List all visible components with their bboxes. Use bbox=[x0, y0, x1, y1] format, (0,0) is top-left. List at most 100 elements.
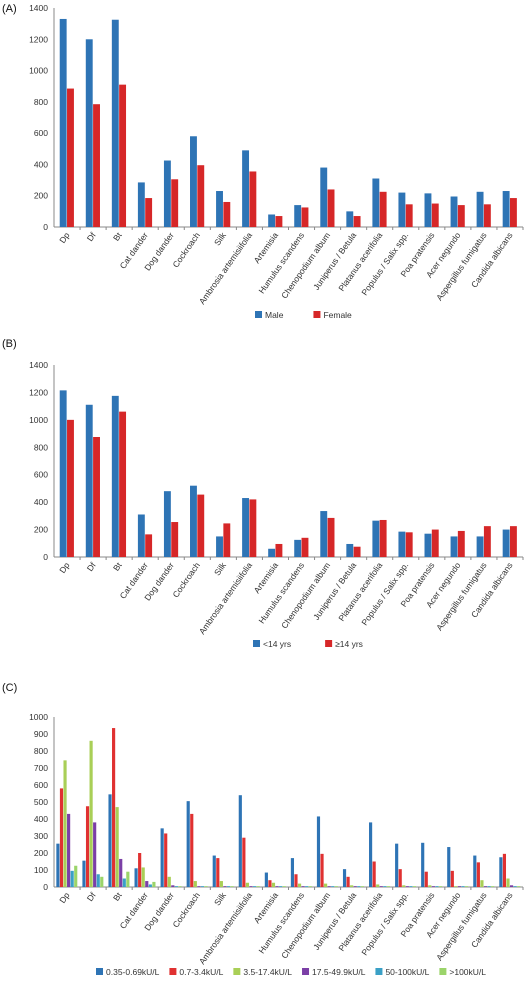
bar bbox=[216, 858, 220, 887]
x-category-label: Df bbox=[85, 560, 98, 573]
bar bbox=[327, 517, 335, 557]
bar bbox=[212, 855, 216, 887]
bar bbox=[334, 886, 338, 887]
y-tick-label: 700 bbox=[34, 763, 48, 773]
y-tick-label: 1200 bbox=[29, 387, 48, 397]
bar bbox=[509, 198, 517, 227]
y-tick-label: 1400 bbox=[29, 360, 48, 370]
bar bbox=[152, 881, 156, 887]
bar bbox=[252, 886, 257, 887]
bar bbox=[386, 886, 390, 887]
bar bbox=[219, 881, 223, 887]
bar bbox=[74, 865, 78, 887]
y-tick-label: 900 bbox=[34, 729, 48, 739]
bar bbox=[320, 167, 328, 227]
bar bbox=[483, 886, 488, 887]
x-category-label: Bt bbox=[111, 560, 124, 573]
bar bbox=[346, 543, 354, 557]
bar bbox=[327, 189, 335, 227]
bar bbox=[324, 883, 328, 887]
panel-label: (B) bbox=[2, 338, 17, 350]
x-category-label: Artemisia bbox=[252, 560, 281, 595]
bar bbox=[398, 869, 402, 887]
bar bbox=[473, 855, 477, 887]
bar bbox=[204, 886, 208, 887]
legend-entry: 0.7-3.4kU/L bbox=[179, 967, 223, 977]
y-tick-label: 0 bbox=[43, 882, 48, 892]
x-category-label: Df bbox=[85, 890, 98, 903]
y-tick-label: 600 bbox=[34, 470, 48, 480]
x-category-label: Dp bbox=[57, 230, 72, 245]
bar bbox=[424, 533, 432, 557]
bar bbox=[275, 543, 283, 557]
bar bbox=[320, 511, 328, 557]
bar bbox=[171, 179, 179, 227]
bar bbox=[491, 886, 495, 887]
y-tick-label: 0 bbox=[43, 222, 48, 232]
bar bbox=[502, 191, 510, 227]
bar bbox=[372, 861, 376, 887]
bar bbox=[379, 191, 387, 227]
bar bbox=[421, 842, 425, 887]
bar bbox=[119, 84, 127, 228]
bar bbox=[398, 192, 406, 227]
bar bbox=[487, 886, 491, 887]
bar bbox=[137, 182, 145, 227]
bar bbox=[502, 853, 507, 887]
bar bbox=[67, 88, 74, 227]
legend-swatch bbox=[253, 640, 260, 647]
bar bbox=[145, 198, 153, 227]
bar bbox=[59, 18, 67, 228]
bar bbox=[476, 536, 484, 557]
bar bbox=[517, 886, 521, 887]
y-tick-label: 800 bbox=[34, 746, 48, 756]
legend-entry: <14 yrs bbox=[263, 639, 291, 649]
bar bbox=[376, 884, 380, 887]
y-tick-label: 500 bbox=[34, 797, 48, 807]
bar bbox=[447, 847, 451, 887]
bar bbox=[290, 858, 295, 887]
bar bbox=[305, 886, 309, 887]
legend-swatch bbox=[313, 311, 321, 318]
bar bbox=[275, 216, 283, 227]
bar bbox=[190, 136, 197, 227]
x-category-label: Chenopodium album bbox=[279, 890, 332, 960]
legend-swatch bbox=[233, 968, 241, 975]
bar bbox=[216, 191, 223, 227]
bar bbox=[96, 874, 100, 887]
bar bbox=[483, 204, 491, 227]
x-category-label: Ambrosia artemisiifolia bbox=[197, 890, 254, 966]
bar bbox=[398, 531, 406, 557]
bar bbox=[138, 853, 142, 887]
bar bbox=[223, 523, 231, 557]
bar bbox=[249, 886, 253, 887]
bar bbox=[100, 876, 104, 887]
bar bbox=[197, 165, 205, 227]
bar bbox=[438, 886, 443, 887]
bar bbox=[301, 537, 309, 557]
bar bbox=[383, 886, 387, 887]
bar bbox=[178, 886, 182, 887]
bar bbox=[308, 886, 312, 887]
legend-entry: Female bbox=[323, 310, 352, 320]
x-category-label: Artemisia bbox=[252, 890, 281, 925]
bar bbox=[145, 881, 149, 887]
bar bbox=[223, 201, 231, 227]
bar bbox=[93, 822, 97, 887]
bar bbox=[164, 833, 168, 887]
bar bbox=[372, 520, 380, 557]
legend-entry: Male bbox=[265, 310, 284, 320]
y-tick-label: 400 bbox=[34, 159, 48, 169]
bar bbox=[63, 760, 67, 887]
x-category-label: Populus / Salix spp. bbox=[359, 890, 410, 957]
x-category-label: Artemisia bbox=[252, 230, 281, 265]
bar bbox=[163, 491, 171, 557]
bar bbox=[256, 886, 260, 887]
bar bbox=[294, 205, 302, 227]
x-category-label: Populus / Salix spp. bbox=[359, 560, 410, 627]
bar bbox=[271, 882, 276, 887]
bar bbox=[264, 872, 268, 887]
bar bbox=[301, 886, 305, 887]
legend-entry: 17.5-49.9kU/L bbox=[312, 967, 366, 977]
bar bbox=[301, 207, 309, 227]
